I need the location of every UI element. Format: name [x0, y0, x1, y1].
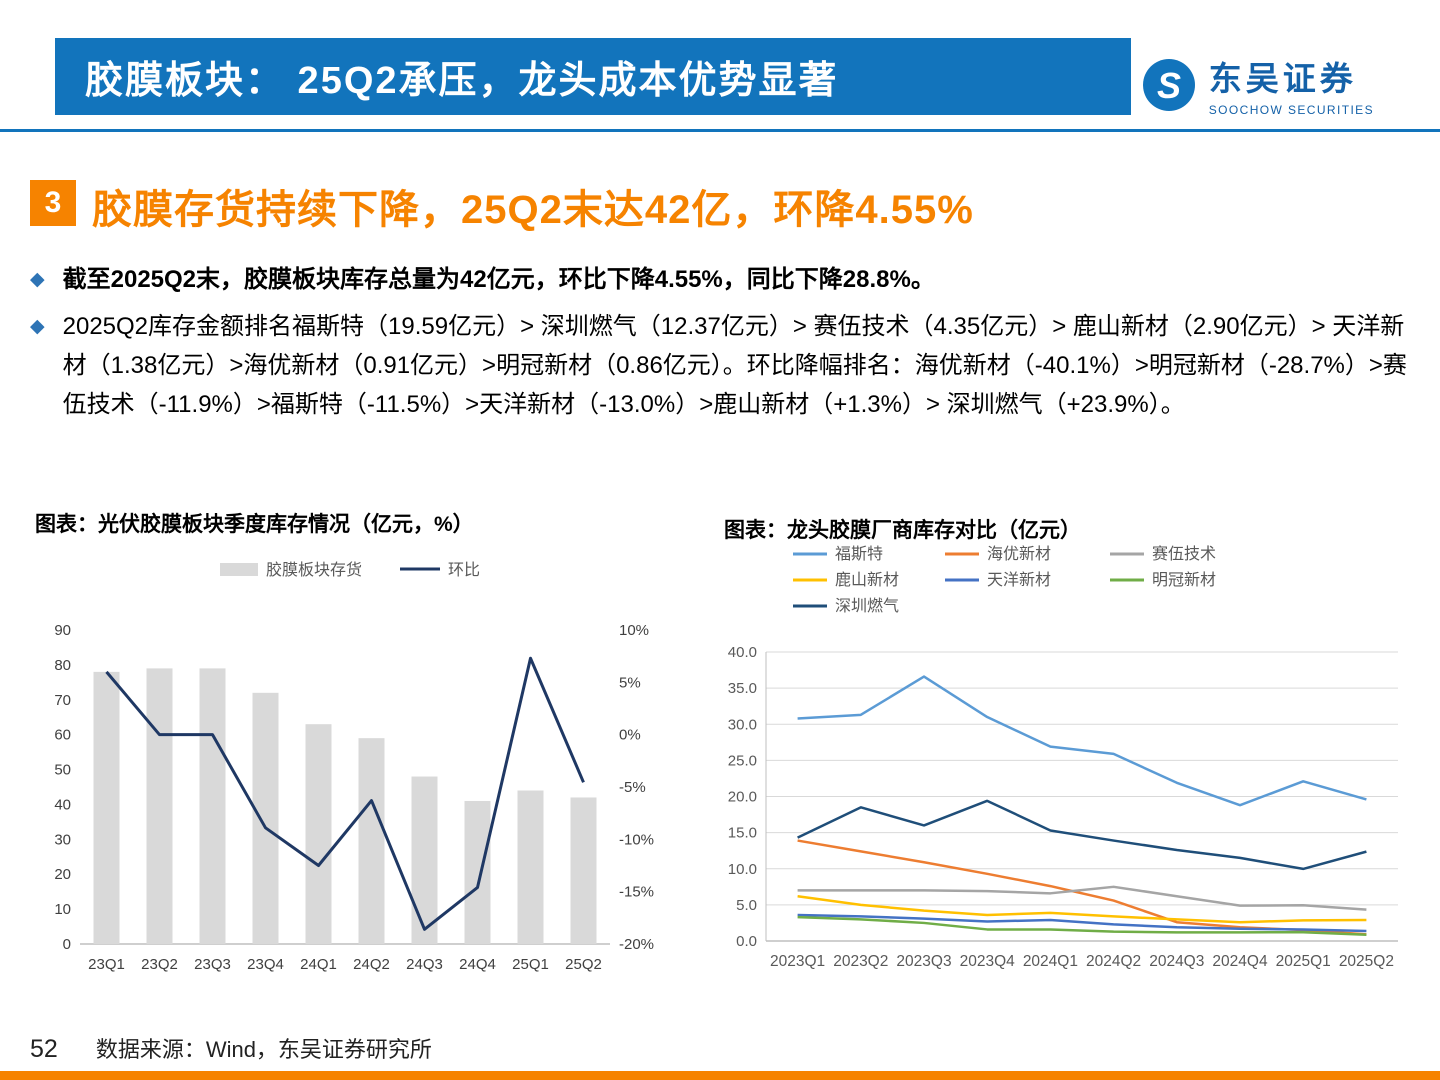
- brand-name: 东吴证券: [1208, 60, 1357, 97]
- legend: 胶膜板块存货 环比: [220, 561, 480, 579]
- svg-text:30: 30: [54, 831, 71, 848]
- page-number: 52: [30, 1035, 58, 1063]
- svg-text:23Q3: 23Q3: [194, 956, 231, 973]
- series-line: [797, 799, 1367, 871]
- svg-text:0: 0: [63, 936, 71, 953]
- svg-text:2024Q3: 2024Q3: [1149, 953, 1204, 970]
- svg-text:10%: 10%: [619, 622, 649, 639]
- svg-text:40: 40: [54, 796, 71, 813]
- svg-text:明冠新材: 明冠新材: [1152, 571, 1216, 589]
- svg-text:25.0: 25.0: [728, 752, 757, 769]
- svg-text:2024Q1: 2024Q1: [1023, 953, 1078, 970]
- svg-text:2025Q2: 2025Q2: [1339, 953, 1394, 970]
- svg-text:24Q2: 24Q2: [353, 956, 390, 973]
- svg-text:25Q1: 25Q1: [512, 956, 549, 973]
- svg-text:23Q1: 23Q1: [88, 956, 125, 973]
- page-title: 胶膜板块： 25Q2承压，龙头成本优势显著: [85, 60, 839, 102]
- key-points: ◆ 截至2025Q2末，胶膜板块库存总量为42亿元，环比下降4.55%，同比下降…: [30, 260, 1416, 432]
- svg-text:5.0: 5.0: [736, 897, 757, 914]
- svg-text:50: 50: [54, 762, 71, 779]
- svg-text:-10%: -10%: [619, 831, 654, 848]
- header-banner: 胶膜板块： 25Q2承压，龙头成本优势显著: [55, 38, 1131, 115]
- diamond-bullet-icon: ◆: [30, 269, 45, 290]
- axes: 0.0 5.0 10.0 15.0 20.0 25.0 30.0 35.0 40.0 2023Q1…: [728, 644, 1398, 970]
- svg-text:20.0: 20.0: [728, 789, 757, 806]
- svg-text:2025Q1: 2025Q1: [1276, 953, 1331, 970]
- data-source: 数据来源：Wind，东吴证券研究所: [95, 1037, 432, 1062]
- inventory-chart-title: 图表：光伏胶膜板块季度库存情况（亿元，%）: [35, 513, 474, 536]
- footer: 52 数据来源：Wind，东吴证券研究所: [30, 1032, 432, 1064]
- section-number-badge: 3: [30, 180, 76, 226]
- svg-text:35.0: 35.0: [728, 680, 757, 697]
- svg-text:24Q4: 24Q4: [459, 956, 496, 973]
- svg-text:0%: 0%: [619, 727, 641, 744]
- svg-text:10.0: 10.0: [728, 861, 757, 878]
- series-line: [797, 915, 1367, 937]
- series-line: [797, 885, 1367, 911]
- bullet-text: 截至2025Q2末，胶膜板块库存总量为42亿元，环比下降4.55%，同比下降28…: [62, 266, 935, 293]
- svg-text:2023Q3: 2023Q3: [896, 953, 951, 970]
- brand-logo: S 东吴证券 SOOCHOW SECURITIES: [1141, 52, 1374, 117]
- makers-chart-title: 图表：龙头胶膜厂商库存对比（亿元）: [724, 519, 1081, 542]
- svg-text:-15%: -15%: [619, 884, 654, 901]
- svg-text:2023Q4: 2023Q4: [960, 953, 1016, 970]
- svg-text:福斯特: 福斯特: [835, 545, 883, 563]
- svg-text:90: 90: [54, 622, 71, 639]
- svg-text:20: 20: [54, 866, 71, 883]
- svg-text:-5%: -5%: [619, 779, 646, 796]
- svg-text:5%: 5%: [619, 674, 641, 691]
- brand-text: 东吴证券 SOOCHOW SECURITIES: [1209, 52, 1374, 117]
- series-line: [797, 913, 1367, 933]
- svg-text:25Q2: 25Q2: [565, 956, 602, 973]
- svg-text:70: 70: [54, 692, 71, 709]
- svg-text:海优新材: 海优新材: [987, 545, 1051, 563]
- svg-text:2023Q2: 2023Q2: [833, 953, 888, 970]
- svg-text:60: 60: [54, 727, 71, 744]
- svg-text:23Q4: 23Q4: [247, 956, 284, 973]
- diamond-bullet-icon: ◆: [30, 316, 45, 337]
- svg-text:24Q1: 24Q1: [300, 956, 337, 973]
- section-title: 胶膜存货持续下降，25Q2末达42亿，环降4.55%: [92, 188, 974, 232]
- svg-text:0.0: 0.0: [736, 933, 757, 950]
- svg-text:环比: 环比: [448, 561, 480, 579]
- svg-text:2024Q2: 2024Q2: [1086, 953, 1141, 970]
- svg-text:-20%: -20%: [619, 936, 654, 953]
- svg-text:80: 80: [54, 657, 71, 674]
- svg-text:40.0: 40.0: [728, 644, 757, 661]
- bullet-item: ◆ 截至2025Q2末，胶膜板块库存总量为42亿元，环比下降4.55%，同比下降…: [30, 260, 1416, 299]
- svg-text:S: S: [1157, 65, 1181, 106]
- svg-text:2024Q4: 2024Q4: [1212, 953, 1268, 970]
- footer-accent-bar: [0, 1071, 1440, 1080]
- line-series: [105, 656, 585, 931]
- bullet-item: ◆ 2025Q2库存金额排名福斯特（19.59亿元）> 深圳燃气（12.37亿元…: [30, 307, 1416, 424]
- brand-subtitle: SOOCHOW SECURITIES: [1208, 103, 1374, 117]
- svg-text:24Q3: 24Q3: [406, 956, 443, 973]
- svg-text:15.0: 15.0: [728, 825, 757, 842]
- svg-text:2023Q1: 2023Q1: [770, 953, 825, 970]
- svg-text:鹿山新材: 鹿山新材: [835, 571, 899, 589]
- axes: 0 10 20 30 40 50 60 70 80 90 -20% -15% -10% -5% 0% 5% 10…: [54, 622, 654, 973]
- svg-text:30.0: 30.0: [728, 716, 757, 733]
- svg-text:胶膜板块存货: 胶膜板块存货: [266, 561, 362, 579]
- svg-text:深圳燃气: 深圳燃气: [835, 597, 899, 615]
- inventory-bar-line-chart: 胶膜板块存货 环比 0 10 20 30 40 50 60 70 80 90 -20% -15% -10% -…: [54, 561, 654, 973]
- bar-series: [93, 668, 597, 944]
- line-series-group: [797, 675, 1367, 937]
- soochow-logo-icon: S: [1142, 58, 1195, 111]
- series-line: [797, 894, 1367, 924]
- header-divider: [0, 129, 1440, 132]
- bullet-text: 2025Q2库存金额排名福斯特（19.59亿元）> 深圳燃气（12.37亿元）>…: [62, 313, 1407, 418]
- svg-text:23Q2: 23Q2: [141, 956, 178, 973]
- svg-text:天洋新材: 天洋新材: [987, 571, 1051, 589]
- series-line: [797, 675, 1367, 807]
- svg-text:10: 10: [54, 901, 71, 918]
- svg-text:赛伍技术: 赛伍技术: [1152, 544, 1216, 563]
